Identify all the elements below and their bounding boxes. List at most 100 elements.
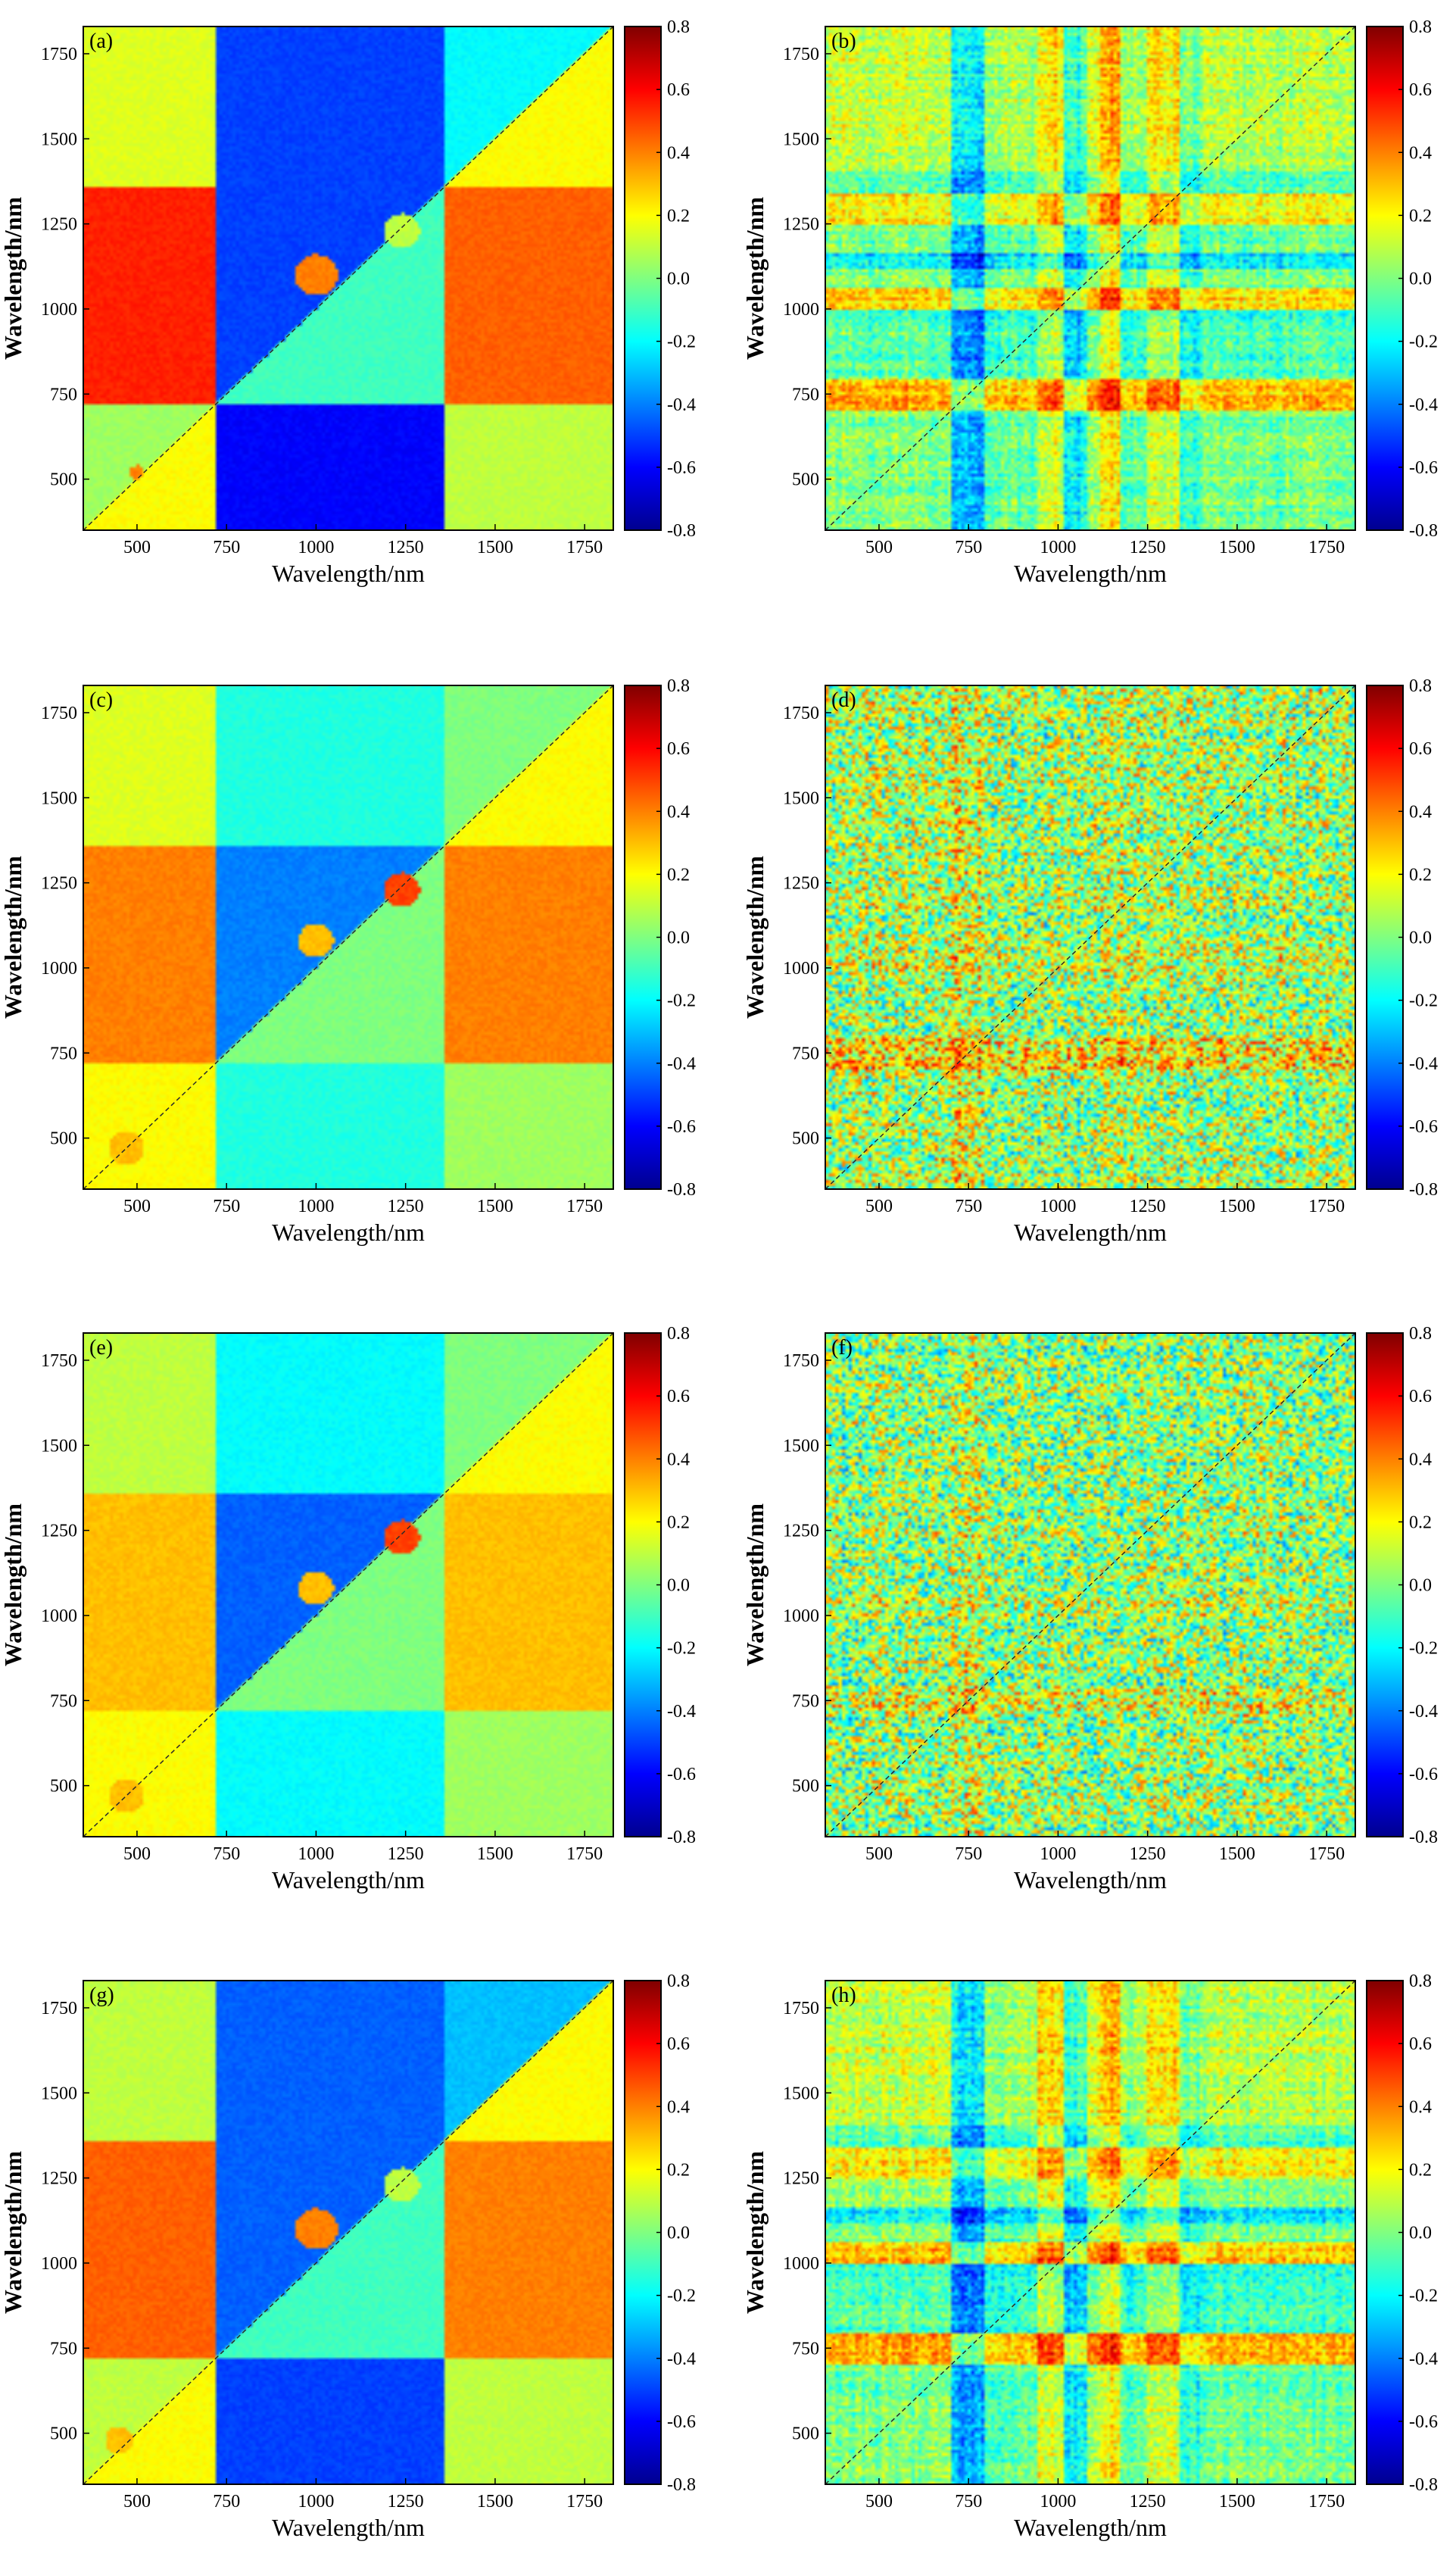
- y-tick-label: 1250: [783, 215, 819, 235]
- colorbar-tick-label: 0.8: [667, 1972, 690, 1991]
- diagonal-line: [83, 1332, 614, 1837]
- y-axis-label: Wavelength/nm: [0, 856, 27, 1019]
- x-tick-label: 1500: [477, 2492, 513, 2512]
- y-tick-label: 750: [792, 1691, 819, 1711]
- x-tick-label: 750: [955, 1197, 982, 1216]
- y-tick-label: 500: [50, 2424, 77, 2444]
- x-tick-label: 500: [865, 2492, 893, 2512]
- y-tick-label: 1250: [783, 874, 819, 894]
- x-tick-label: 500: [865, 1197, 893, 1216]
- y-tick-label: 750: [792, 2339, 819, 2359]
- x-tick-label: 750: [955, 2492, 982, 2512]
- x-axis-label: Wavelength/nm: [272, 1866, 425, 1893]
- x-axis-label: Wavelength/nm: [1014, 560, 1167, 587]
- colorbar-tick-label: -0.8: [667, 1828, 696, 1847]
- colorbar-tick-label: 0.2: [667, 1513, 690, 1532]
- y-axis-label: Wavelength/nm: [0, 1503, 27, 1666]
- colorbar-tick-label: -0.4: [667, 1702, 696, 1722]
- plot-frame: [825, 1980, 1356, 2485]
- plot-frame: [825, 1332, 1356, 1837]
- colorbar-tick-label: -0.6: [667, 2412, 696, 2432]
- colorbar-tick-label: 0.0: [1409, 2224, 1432, 2243]
- y-axis-label: Wavelength/nm: [0, 2151, 27, 2314]
- x-tick-label: 1500: [1219, 1844, 1255, 1864]
- x-tick-label: 750: [213, 538, 240, 557]
- colorbar-tick-label: 0.6: [1409, 80, 1432, 100]
- colorbar: [1366, 685, 1404, 1190]
- x-tick-label: 1250: [1130, 1844, 1166, 1864]
- x-tick-label: 1750: [1308, 538, 1345, 557]
- colorbar-tick-label: -0.8: [1409, 1828, 1438, 1847]
- y-tick-label: 1000: [783, 959, 819, 979]
- diagonal-line: [83, 685, 614, 1190]
- colorbar: [624, 1980, 662, 2485]
- panel-e: (e) 500 750 1000 1250 1500 1750 500 750 1000 1250 1…: [0, 1324, 696, 1893]
- colorbar-tick-label: -0.8: [667, 521, 696, 541]
- x-tick-label: 1250: [388, 538, 424, 557]
- y-tick-label: 1000: [41, 300, 77, 320]
- y-tick-label: 1500: [41, 2084, 77, 2103]
- y-tick-label: 500: [50, 1777, 77, 1797]
- y-tick-label: 1250: [41, 215, 77, 235]
- x-axis-label: Wavelength/nm: [272, 2514, 425, 2541]
- colorbar-tick-label: 0.4: [1409, 802, 1432, 822]
- diagonal-line: [825, 1332, 1356, 1837]
- diagonal-line: [825, 1980, 1356, 2485]
- x-tick-label: 750: [213, 2492, 240, 2512]
- colorbar-tick-label: -0.4: [1409, 2349, 1438, 2369]
- colorbar-tick-label: 0.2: [667, 2160, 690, 2180]
- y-tick-label: 1250: [783, 2169, 819, 2189]
- y-tick-label: 1000: [783, 2254, 819, 2274]
- y-tick-label: 1750: [41, 704, 77, 723]
- colorbar-tick-label: -0.2: [667, 332, 696, 352]
- y-tick-label: 1500: [783, 788, 819, 808]
- y-tick-label: 1500: [783, 130, 819, 149]
- x-tick-label: 1750: [566, 1197, 603, 1216]
- y-tick-label: 1000: [783, 1606, 819, 1626]
- y-tick-label: 500: [50, 1129, 77, 1149]
- plot-frame: [83, 26, 614, 531]
- colorbar-tick-label: 0.0: [1409, 1576, 1432, 1596]
- x-tick-label: 500: [123, 1197, 151, 1216]
- y-tick-label: 500: [792, 470, 819, 490]
- colorbar-tick-label: -0.2: [1409, 991, 1438, 1011]
- y-tick-label: 1500: [41, 1436, 77, 1456]
- plot-frame: [825, 26, 1356, 531]
- x-tick-label: 1750: [1308, 1197, 1345, 1216]
- colorbar-tick-label: -0.4: [667, 1054, 696, 1074]
- colorbar-tick-label: -0.8: [1409, 521, 1438, 541]
- y-axis-label: Wavelength/nm: [741, 197, 769, 360]
- x-tick-label: 500: [865, 538, 893, 557]
- x-tick-label: 750: [955, 538, 982, 557]
- panel-h: (h) 500 750 1000 1250 1500 1750 500 750 1000 1250 1…: [741, 1972, 1438, 2541]
- colorbar-tick-label: 0.2: [1409, 865, 1432, 885]
- colorbar-tick-label: 0.4: [1409, 1450, 1432, 1469]
- colorbar-tick-label: 0.0: [667, 2224, 690, 2243]
- y-tick-label: 1750: [41, 1351, 77, 1371]
- colorbar-tick-label: 0.4: [667, 802, 690, 822]
- colorbar-tick-label: 0.0: [667, 1576, 690, 1596]
- colorbar-tick-label: 0.6: [1409, 1387, 1432, 1406]
- colorbar-tick-label: 0.0: [1409, 270, 1432, 289]
- colorbar-tick-label: -0.2: [1409, 332, 1438, 352]
- y-tick-label: 750: [792, 385, 819, 404]
- y-tick-label: 1000: [41, 1606, 77, 1626]
- colorbar-tick-label: 0.2: [667, 206, 690, 226]
- x-tick-label: 1000: [1040, 1844, 1076, 1864]
- colorbar-tick-label: 0.6: [1409, 739, 1432, 759]
- colorbar-tick-label: -0.2: [667, 1639, 696, 1659]
- x-tick-label: 1000: [298, 538, 334, 557]
- x-tick-label: 500: [865, 1844, 893, 1864]
- y-tick-label: 1750: [783, 1999, 819, 2018]
- colorbar-tick-label: -0.4: [667, 2349, 696, 2369]
- x-tick-label: 1000: [298, 1197, 334, 1216]
- colorbar-tick-label: -0.2: [667, 991, 696, 1011]
- colorbar-tick-label: -0.6: [1409, 458, 1438, 478]
- x-tick-label: 1250: [1130, 2492, 1166, 2512]
- y-tick-label: 500: [792, 2424, 819, 2444]
- colorbar-tick-label: -0.6: [667, 1117, 696, 1137]
- y-tick-label: 1750: [783, 1351, 819, 1371]
- colorbar-tick-label: 0.6: [1409, 2034, 1432, 2054]
- y-axis-label: Wavelength/nm: [741, 1503, 769, 1666]
- colorbar-tick-label: 0.6: [667, 80, 690, 100]
